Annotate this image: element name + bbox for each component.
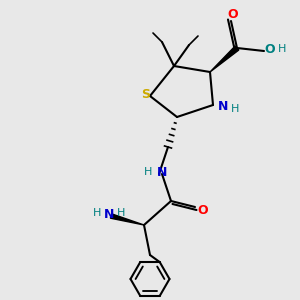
Text: H: H xyxy=(144,167,153,177)
Text: O: O xyxy=(265,43,275,56)
Text: N: N xyxy=(218,100,229,113)
Text: N: N xyxy=(104,208,115,221)
Text: H: H xyxy=(231,104,240,115)
Text: H: H xyxy=(278,44,286,55)
Text: O: O xyxy=(227,8,238,22)
Text: O: O xyxy=(197,203,208,217)
Text: S: S xyxy=(141,88,150,101)
Polygon shape xyxy=(210,46,239,72)
Text: H: H xyxy=(93,208,102,218)
Text: H: H xyxy=(117,208,126,218)
Text: N: N xyxy=(157,166,167,179)
Polygon shape xyxy=(110,214,144,225)
